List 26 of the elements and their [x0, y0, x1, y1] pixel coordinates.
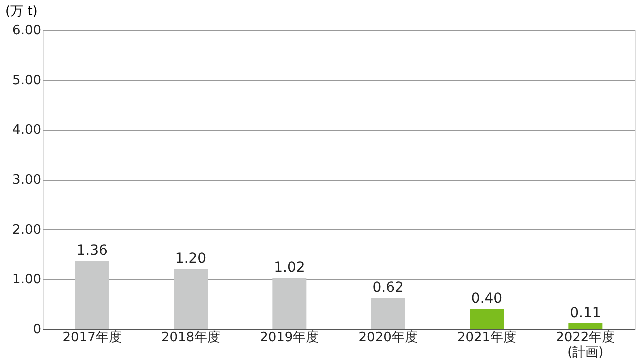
bar [75, 261, 110, 329]
y-tick-label: 6.00 [12, 24, 42, 38]
data-label: 0.11 [570, 306, 602, 322]
data-label: 1.20 [175, 251, 207, 268]
bar [371, 298, 406, 329]
y-tick-label: 4.00 [12, 123, 42, 138]
bar [272, 278, 307, 329]
x-tick-label: 2019年度 [260, 330, 320, 346]
y-tick-label: 2.00 [12, 222, 42, 238]
x-tick-label: 2018年度 [161, 330, 221, 346]
bar [174, 269, 208, 329]
data-label: 0.40 [471, 291, 503, 308]
y-tick-label: 3.00 [12, 173, 42, 188]
y-axis-title: (万 t) [6, 4, 38, 20]
bar [568, 324, 603, 329]
y-tick-label: 1.00 [12, 272, 42, 288]
x-tick-label: 2022年度 (計画) [556, 330, 616, 360]
data-label: 1.36 [76, 243, 108, 260]
x-tick-label: 2017年度 [62, 330, 122, 346]
x-tick-label: 2021年度 [457, 330, 517, 346]
data-label: 0.62 [372, 280, 404, 296]
y-tick-label: 5.00 [12, 73, 42, 88]
x-tick-label: 2020年度 [358, 330, 418, 346]
y-tick-label: 0 [33, 322, 42, 338]
bar [470, 309, 504, 329]
data-label: 1.02 [274, 260, 306, 276]
